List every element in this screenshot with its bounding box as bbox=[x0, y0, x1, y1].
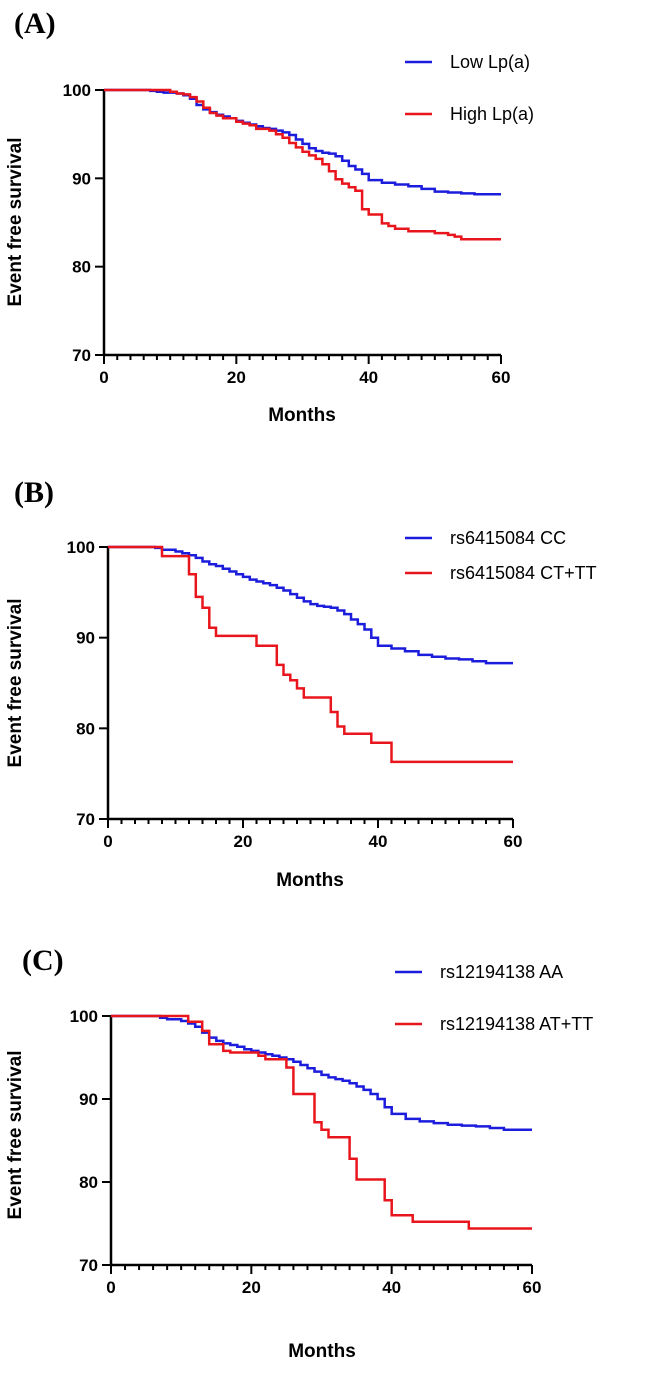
x-tick-label-c: 40 bbox=[382, 1278, 401, 1297]
panel-a: (A) Event free survival Months 0 20 40 60 70… bbox=[5, 7, 534, 426]
y-tick-label-c: 80 bbox=[79, 1173, 98, 1192]
panel-label-a: (A) bbox=[14, 7, 56, 40]
series-line-rs6415084-ct-tt bbox=[108, 545, 513, 764]
x-tick-label-c: 20 bbox=[242, 1278, 261, 1297]
x-tick-label-a: 60 bbox=[492, 368, 511, 387]
panel-c: (C) Event free survival Months 0 20 40 60 70… bbox=[5, 944, 593, 1362]
legend-label-rs12194138-aa: rs12194138 AA bbox=[440, 962, 563, 982]
x-tick-label-c: 0 bbox=[106, 1278, 115, 1297]
y-tick-label-a: 80 bbox=[72, 258, 91, 277]
axis-ticks-a: 0 20 40 60 70 80 90 100 bbox=[63, 81, 511, 387]
series-line-high-lp-a bbox=[104, 88, 501, 241]
legend-label-rs6415084-cttt: rs6415084 CT+TT bbox=[450, 563, 597, 583]
legend-a: Low Lp(a) High Lp(a) bbox=[405, 52, 534, 124]
y-tick-label-c: 90 bbox=[79, 1090, 98, 1109]
y-tick-label-b: 80 bbox=[76, 719, 95, 738]
x-axis-title-b: Months bbox=[276, 870, 344, 891]
legend-b: rs6415084 CC rs6415084 CT+TT bbox=[405, 528, 597, 583]
y-axis-title-a: Event free survival bbox=[5, 138, 26, 307]
panel-label-c: (C) bbox=[22, 944, 64, 977]
legend-label-rs6415084-cc: rs6415084 CC bbox=[450, 528, 566, 548]
y-tick-label-b: 90 bbox=[76, 629, 95, 648]
curves-c bbox=[111, 1014, 532, 1230]
axis-ticks-c: 0 20 40 60 70 80 90 100 bbox=[70, 1007, 542, 1297]
x-tick-label-c: 60 bbox=[523, 1278, 542, 1297]
legend-c: rs12194138 AA rs12194138 AT+TT bbox=[395, 962, 593, 1034]
y-tick-label-a: 90 bbox=[72, 169, 91, 188]
y-tick-label-c: 70 bbox=[79, 1256, 98, 1275]
x-tick-label-b: 40 bbox=[369, 832, 388, 851]
curves-b bbox=[108, 545, 513, 764]
x-axis-title-c: Months bbox=[288, 1341, 356, 1362]
x-tick-label-b: 0 bbox=[103, 832, 112, 851]
panel-label-b: (B) bbox=[14, 476, 54, 509]
x-tick-label-b: 20 bbox=[234, 832, 253, 851]
y-axis-title-c: Event free survival bbox=[5, 1051, 26, 1220]
x-tick-label-a: 40 bbox=[359, 368, 378, 387]
axis-ticks-b: 0 20 40 60 70 80 90 100 bbox=[67, 538, 523, 851]
y-tick-label-b: 100 bbox=[67, 538, 95, 557]
legend-label-high-lpa: High Lp(a) bbox=[450, 104, 534, 124]
y-axis-title-b: Event free survival bbox=[5, 599, 26, 768]
legend-label-rs12194138-attt: rs12194138 AT+TT bbox=[440, 1014, 593, 1034]
y-tick-label-c: 100 bbox=[70, 1007, 98, 1026]
x-tick-label-a: 0 bbox=[99, 368, 108, 387]
curves-a bbox=[104, 88, 501, 241]
panel-b: (B) Event free survival Months 0 20 40 60 70… bbox=[5, 476, 597, 891]
series-line-rs12194138-at-tt bbox=[111, 1014, 532, 1230]
y-tick-label-a: 100 bbox=[63, 81, 91, 100]
y-tick-label-b: 70 bbox=[76, 810, 95, 829]
series-line-rs6415084-cc bbox=[108, 545, 513, 665]
y-tick-label-a: 70 bbox=[72, 346, 91, 365]
x-axis-title-a: Months bbox=[268, 405, 336, 426]
series-line-low-lp-a bbox=[104, 88, 501, 196]
x-tick-label-b: 60 bbox=[504, 832, 523, 851]
x-tick-label-a: 20 bbox=[227, 368, 246, 387]
legend-label-low-lpa: Low Lp(a) bbox=[450, 52, 530, 72]
